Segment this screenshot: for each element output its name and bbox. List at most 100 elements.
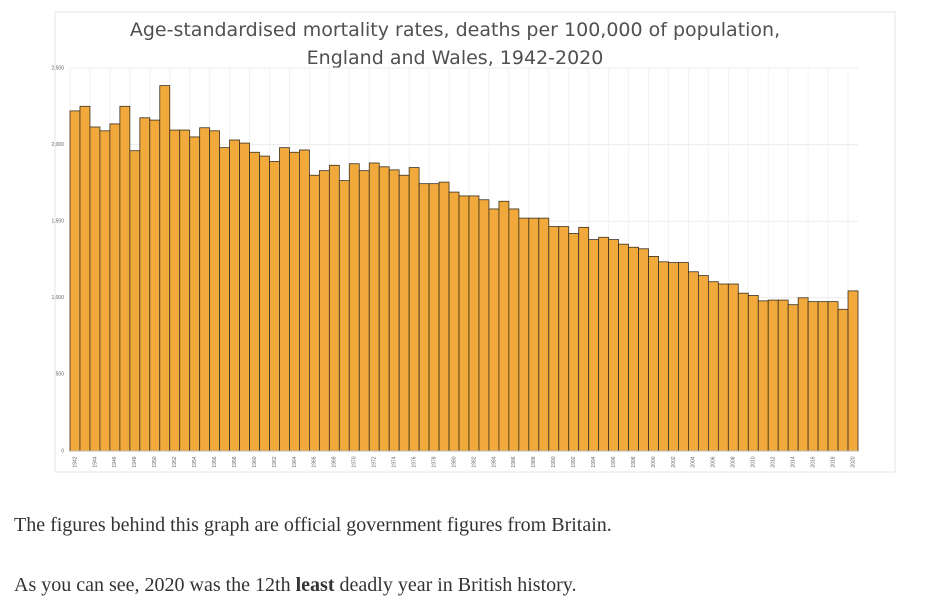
bar xyxy=(119,105,131,452)
bar xyxy=(398,174,410,452)
paragraph: As you can see, 2020 was the 12th least … xyxy=(14,574,577,597)
y-tick-label: 2,500 xyxy=(51,65,64,71)
x-tick-label: 1986 xyxy=(511,456,517,467)
x-tick-label: 2008 xyxy=(731,456,737,467)
bar xyxy=(139,117,151,452)
bar xyxy=(807,301,819,452)
x-tick-label: 1946 xyxy=(112,456,118,467)
x-tick-label: 1980 xyxy=(451,456,457,467)
bar xyxy=(368,162,380,452)
x-tick-label: 1984 xyxy=(491,456,497,467)
x-tick-label: 1968 xyxy=(332,456,338,467)
bar xyxy=(219,147,230,452)
bar xyxy=(149,119,161,452)
bar xyxy=(249,151,260,452)
bar xyxy=(498,200,510,452)
chart-title: Age-standardised mortality rates, deaths… xyxy=(130,19,780,41)
x-tick-label: 1956 xyxy=(212,456,218,467)
bar xyxy=(99,130,111,452)
bar xyxy=(438,181,450,452)
bar xyxy=(757,300,769,452)
text: deadly year in British history. xyxy=(334,574,577,596)
x-tick-label: 1950 xyxy=(152,456,158,467)
bar xyxy=(179,129,191,452)
x-tick-label: 2014 xyxy=(790,456,796,467)
bar xyxy=(688,271,699,452)
bar xyxy=(478,199,490,452)
x-tick-label: 1966 xyxy=(312,456,318,467)
x-tick-label: 2020 xyxy=(850,456,856,467)
bar xyxy=(89,126,101,452)
bar xyxy=(847,290,859,452)
bar xyxy=(678,262,689,452)
x-tick-label: 1996 xyxy=(611,456,617,467)
x-tick-label: 2018 xyxy=(830,456,836,467)
bar xyxy=(348,163,360,452)
bar xyxy=(588,239,600,452)
bar xyxy=(109,123,121,452)
x-tick-label: 1972 xyxy=(372,456,378,467)
bar xyxy=(338,180,350,452)
x-tick-label: 1948 xyxy=(132,456,138,467)
bar xyxy=(568,233,580,452)
bar xyxy=(777,299,789,452)
x-tick-label: 2006 xyxy=(711,456,717,467)
bar xyxy=(658,261,669,452)
bar xyxy=(737,292,749,452)
bar xyxy=(388,169,400,452)
x-tick-label: 1978 xyxy=(431,456,437,467)
bar xyxy=(448,191,460,452)
bar xyxy=(548,226,560,452)
bar xyxy=(308,174,320,452)
x-tick-label: 1982 xyxy=(471,456,477,467)
bar xyxy=(328,164,340,452)
bar xyxy=(558,226,570,452)
x-tick-label: 2012 xyxy=(771,456,777,467)
bar xyxy=(797,297,809,452)
bar xyxy=(468,195,480,452)
bar xyxy=(528,217,540,452)
bar xyxy=(707,281,719,452)
bar xyxy=(727,283,739,452)
bar xyxy=(767,299,779,452)
x-tick-label: 1960 xyxy=(252,456,258,467)
bold-text: least xyxy=(295,574,335,596)
bar xyxy=(69,110,81,452)
bar xyxy=(289,151,300,452)
bar xyxy=(418,183,430,452)
x-tick-label: 1976 xyxy=(411,456,417,467)
bar xyxy=(817,301,829,452)
bar xyxy=(638,248,649,452)
bar xyxy=(229,139,240,452)
bar xyxy=(299,149,310,452)
x-tick-label: 1992 xyxy=(571,456,577,467)
paragraph: The figures behind this graph are offici… xyxy=(14,514,612,537)
bar xyxy=(269,161,280,452)
bar xyxy=(668,262,679,452)
bar xyxy=(698,275,709,452)
bar xyxy=(488,208,500,452)
bar xyxy=(787,304,799,452)
bar xyxy=(279,147,290,452)
y-tick-label: 2,000 xyxy=(51,142,64,148)
chart-title: England and Wales, 1942-2020 xyxy=(307,47,604,69)
chart: Age-standardised mortality rates, deaths… xyxy=(51,11,896,473)
x-tick-label: 1954 xyxy=(192,456,198,467)
bar xyxy=(79,105,91,452)
x-tick-label: 1990 xyxy=(551,456,557,467)
bar xyxy=(618,243,629,452)
bar xyxy=(428,183,440,452)
bar xyxy=(837,308,849,452)
y-tick-label: 1,000 xyxy=(51,295,64,301)
bar xyxy=(628,246,639,452)
x-tick-label: 1988 xyxy=(531,456,537,467)
x-tick-label: 2010 xyxy=(751,456,757,467)
bar xyxy=(239,142,250,452)
text: The figures behind this graph are offici… xyxy=(14,514,612,536)
x-tick-label: 1994 xyxy=(591,456,597,467)
bar xyxy=(129,150,141,452)
bar xyxy=(538,217,550,452)
x-tick-label: 2000 xyxy=(651,456,657,467)
x-tick-label: 1964 xyxy=(292,456,298,467)
